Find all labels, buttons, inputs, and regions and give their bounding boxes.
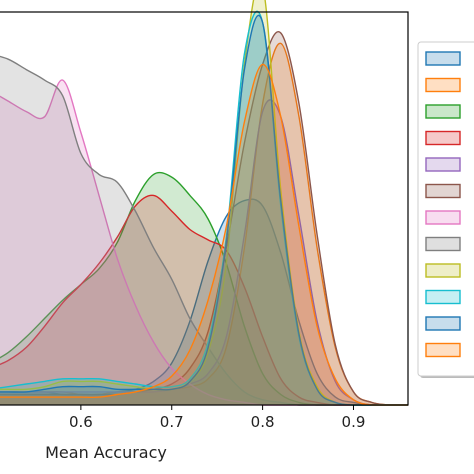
legend-swatch-7 [425, 210, 461, 225]
density-line-11 [0, 14, 408, 406]
legend-swatch-4 [425, 130, 461, 146]
legend-swatch-10 [425, 289, 461, 305]
density-area-3 [0, 172, 408, 405]
x-tick-label: 0.8 [251, 413, 275, 431]
x-axis-label: Mean Accuracy [45, 443, 167, 462]
legend-swatch-12 [425, 342, 461, 358]
x-axis: 0.6 0.7 0.8 0.9 [69, 405, 365, 431]
density-line-5 [0, 99, 408, 406]
legend-swatch-1 [425, 51, 461, 66]
legend-swatch-9 [425, 263, 461, 278]
x-tick-label: 0.7 [160, 413, 184, 431]
legend [417, 41, 474, 378]
density-area-7 [0, 80, 408, 405]
density-area-8 [0, 56, 408, 405]
density-area-5 [0, 99, 408, 405]
legend-swatch-6 [425, 183, 461, 199]
density-areas [0, 0, 408, 406]
legend-swatch-3 [425, 104, 461, 119]
legend-swatch-11 [425, 316, 461, 331]
density-area-12 [0, 64, 408, 405]
density-line-12 [0, 63, 408, 406]
density-area-2 [0, 43, 408, 405]
plot-frame [0, 11, 409, 406]
legend-swatch-2 [425, 77, 461, 93]
legend-swatch-5 [425, 157, 461, 172]
x-tick-label: 0.9 [342, 413, 366, 431]
density-area-4 [0, 195, 408, 405]
density-area-6 [0, 31, 408, 405]
density-area-1 [0, 199, 408, 405]
legend-swatch-8 [425, 236, 461, 252]
x-tick-label: 0.6 [69, 413, 93, 431]
density-line-6 [0, 31, 408, 406]
